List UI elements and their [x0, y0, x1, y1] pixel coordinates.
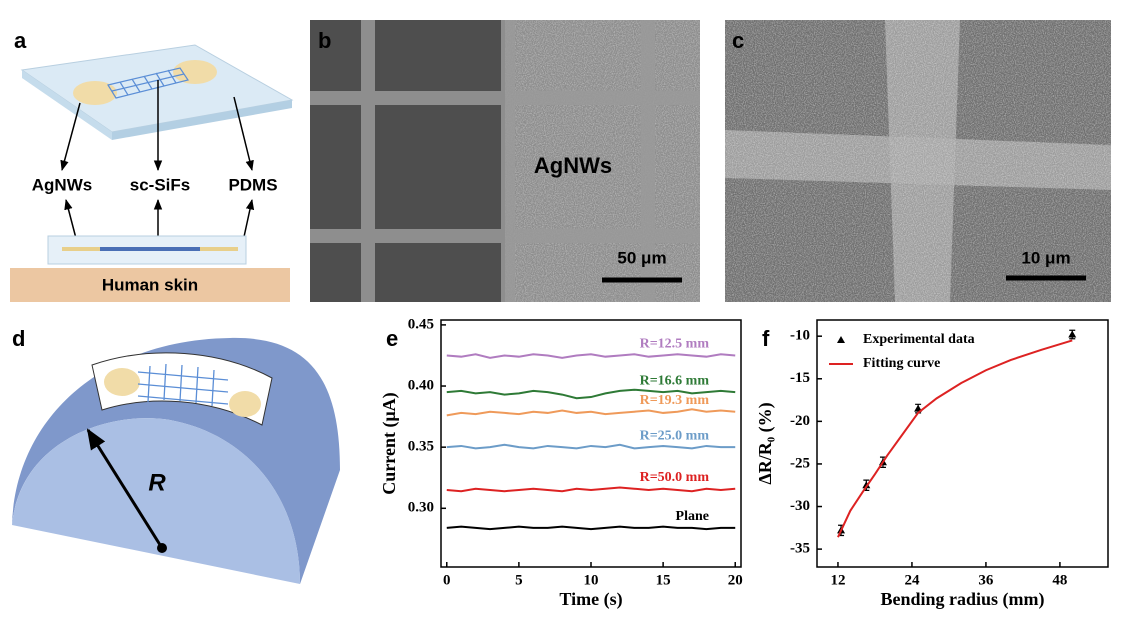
y-tick-label: -15	[790, 370, 810, 386]
pdms-slab	[20, 44, 294, 133]
line	[837, 339, 1073, 538]
y-tick-label: -35	[790, 541, 810, 557]
series-label: Plane	[676, 509, 709, 524]
electrode	[200, 247, 238, 251]
line	[446, 408, 736, 417]
y-tick-label: -30	[790, 498, 810, 514]
nanowire-texture	[505, 20, 700, 302]
panel-label: c	[732, 28, 744, 53]
panel-label: a	[14, 28, 27, 53]
line	[446, 525, 736, 531]
y-tick-label: 0.40	[408, 377, 434, 393]
fiber-grid	[107, 67, 189, 99]
y-tick-label: 0.45	[408, 316, 434, 332]
electrode	[229, 391, 261, 417]
label: sc-SiFs	[130, 175, 190, 194]
panel-b: AgNWs 50 μm b	[310, 20, 700, 302]
series-label: R=25.0 mm	[640, 428, 710, 443]
panel-label: f	[762, 326, 770, 351]
panel-label: b	[318, 28, 331, 53]
line	[446, 486, 736, 493]
fiber-grid	[137, 363, 229, 407]
arrow	[60, 102, 81, 172]
arrow	[233, 96, 254, 172]
series-label: R=19.3 mm	[640, 393, 710, 408]
skin-label: Human skin	[102, 275, 198, 294]
slab-side	[22, 70, 112, 140]
chart: e 0 5 10 15 20 0.30 0.35 0.40 0.45 Time (s) Current…	[379, 316, 743, 610]
series-label: R=16.6 mm	[640, 373, 710, 388]
label: PDMS	[228, 175, 277, 194]
slab-front	[112, 100, 292, 140]
series-label: R=50.0 mm	[640, 470, 710, 485]
panel-label: d	[12, 326, 25, 351]
center-dot	[157, 543, 167, 553]
device	[91, 352, 273, 426]
x-tick-label: 12	[830, 572, 845, 588]
nanowire-texture	[725, 20, 1111, 302]
electrode	[73, 81, 117, 105]
fiber-layer	[100, 247, 200, 251]
cylinder-face	[12, 418, 300, 584]
y-tick-label: 0.30	[408, 500, 434, 516]
line	[446, 443, 736, 450]
legend-label: Fitting curve	[863, 356, 940, 371]
scale-label: 10 μm	[1021, 248, 1070, 267]
electrode	[173, 60, 217, 84]
legend-marker	[837, 336, 845, 343]
x-tick-label: 0	[443, 572, 451, 588]
x-tick-label: 5	[515, 572, 523, 588]
scale-label: 50 μm	[617, 248, 666, 267]
y-tick-label: -20	[790, 413, 810, 429]
panel-a: AgNWs sc-SiFs PDMS Human skin a	[10, 28, 294, 302]
x-axis-label: Bending radius (mm)	[880, 589, 1044, 610]
line	[446, 388, 736, 400]
radius-arrow	[86, 428, 164, 549]
y-axis-label: Current (μA)	[379, 392, 400, 494]
panel-d: R d	[12, 326, 340, 584]
skin	[10, 268, 290, 302]
chart: f 12 24 36 48 -35 -30 -25 -20 -15 -10 Bending radiu…	[755, 319, 1109, 610]
panel-c: 10 μm c	[725, 20, 1111, 302]
label: AgNWs	[534, 153, 612, 178]
grid	[310, 20, 700, 302]
electrode	[104, 368, 140, 396]
y-tick-label: 0.35	[408, 439, 434, 455]
panel-label: e	[386, 326, 398, 351]
x-tick-label: 20	[728, 572, 743, 588]
x-tick-label: 36	[978, 572, 994, 588]
data-point	[862, 481, 871, 489]
x-tick-label: 24	[904, 572, 920, 588]
error-caps	[1069, 329, 1076, 340]
data-point	[1068, 330, 1077, 338]
electrode	[62, 247, 100, 251]
x-tick-label: 10	[584, 572, 599, 588]
x-tick-label: 48	[1052, 572, 1067, 588]
y-axis-label: ΔR/R₀ (%)	[755, 402, 776, 484]
data-point	[914, 404, 923, 412]
y-tick-label: -25	[790, 455, 810, 471]
plot-frame	[816, 319, 1109, 568]
line	[446, 353, 736, 359]
legend-label: Experimental data	[863, 332, 975, 347]
series-label: R=12.5 mm	[640, 337, 710, 352]
x-axis-label: Time (s)	[559, 589, 622, 610]
radius-label: R	[148, 469, 166, 496]
y-tick-label: -10	[790, 328, 810, 344]
label: AgNWs	[32, 175, 92, 194]
x-tick-label: 15	[656, 572, 671, 588]
